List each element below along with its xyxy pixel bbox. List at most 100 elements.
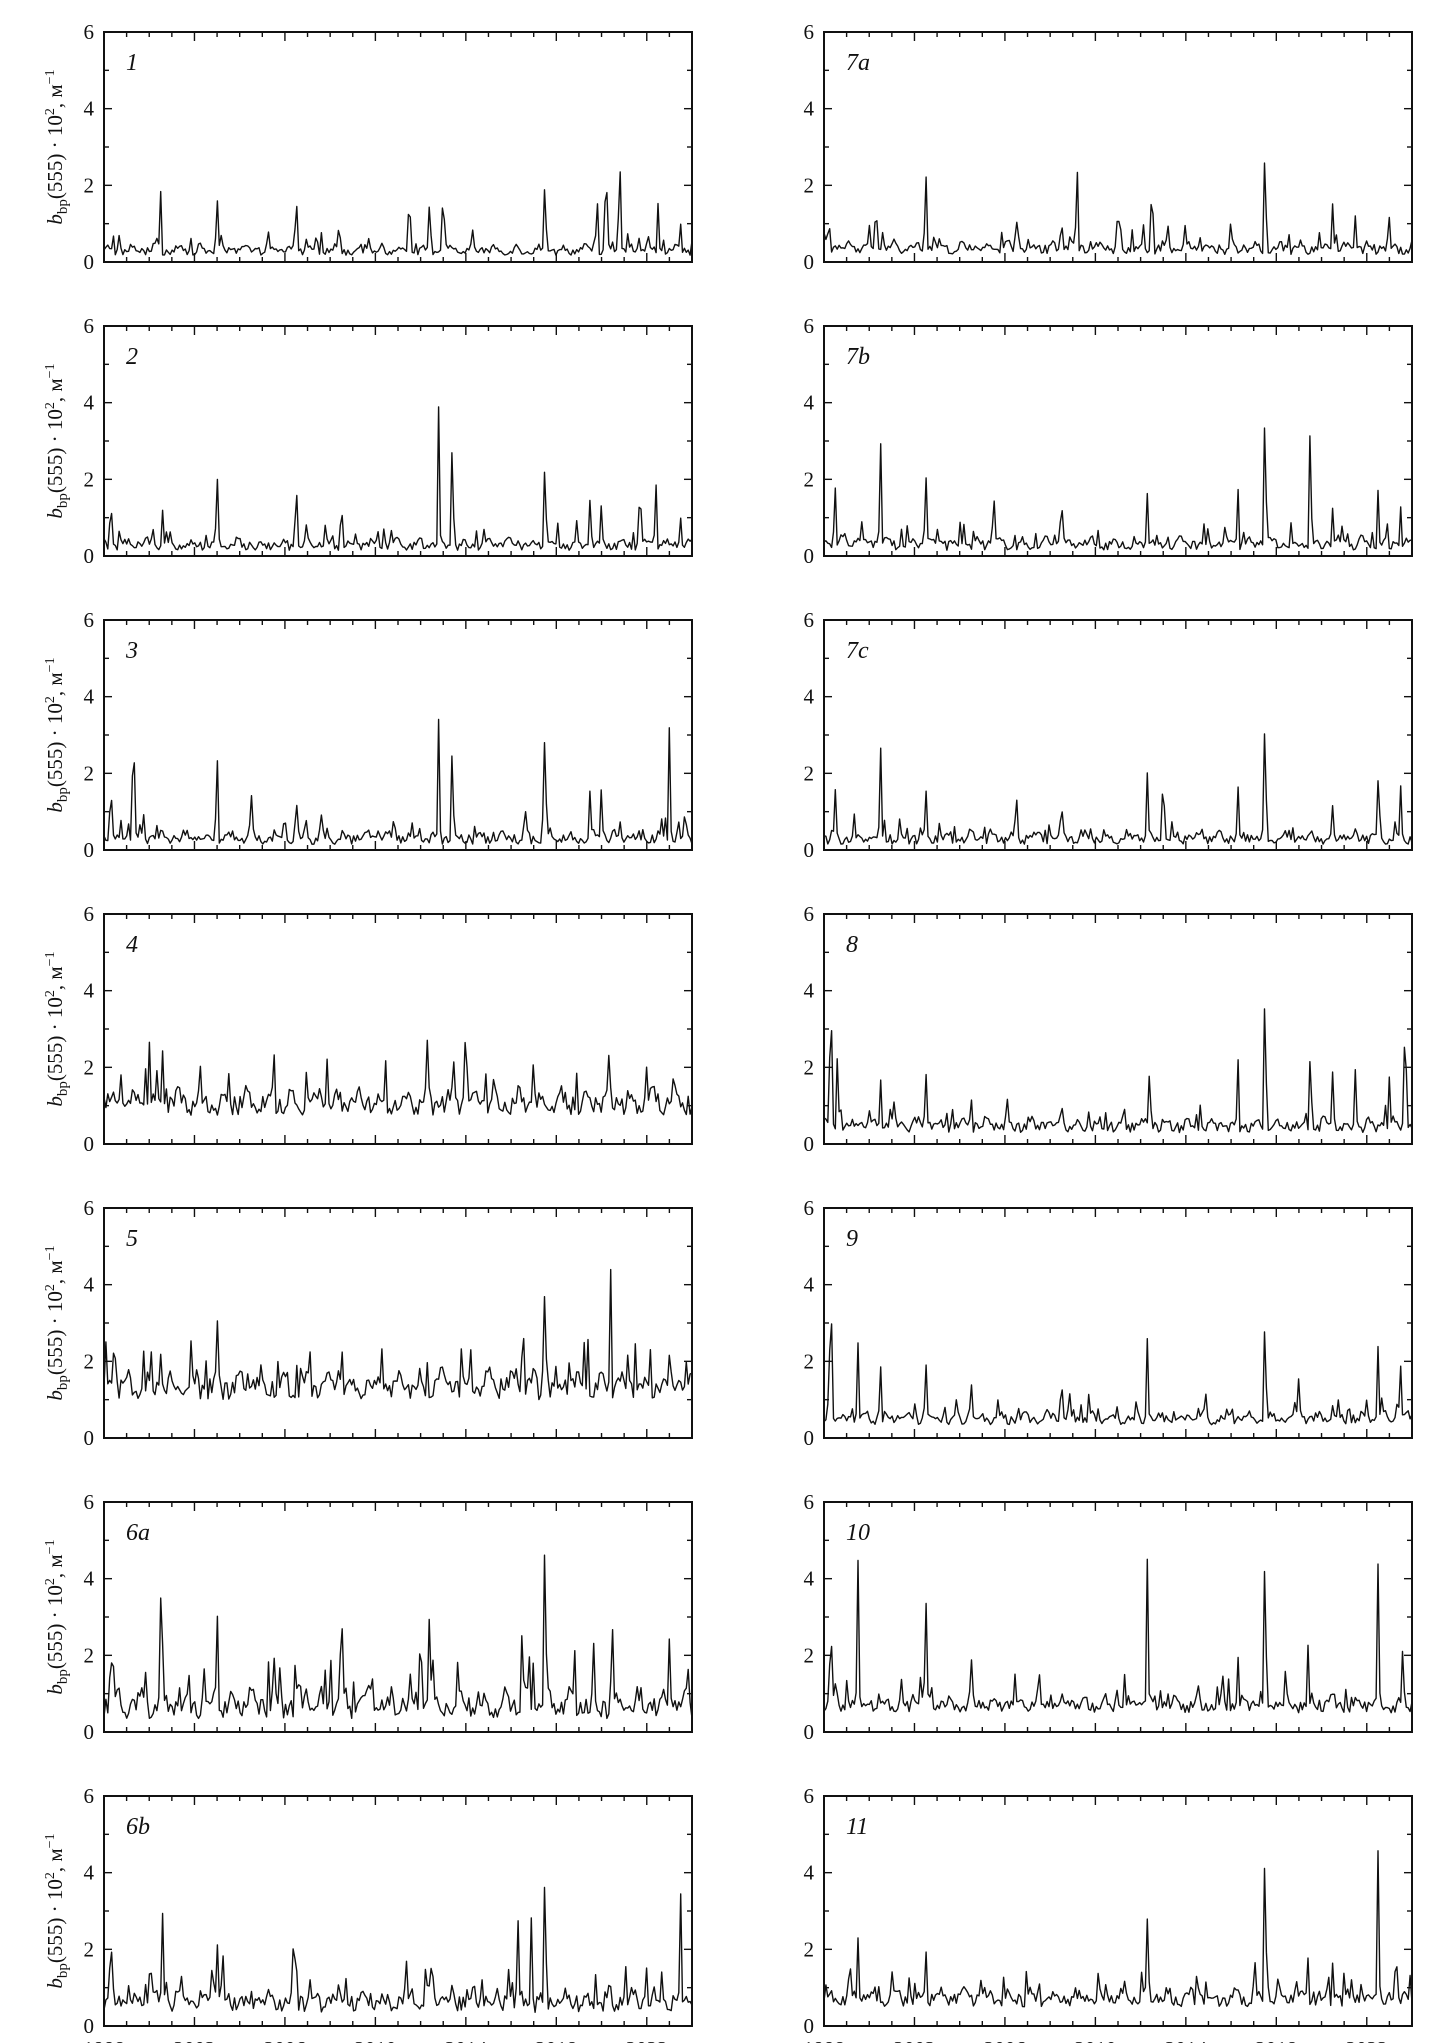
y-axis-label-unit: , м (43, 672, 67, 696)
y-axis-label-superscript: 2 (43, 696, 58, 703)
y-tick-label: 0 (804, 1426, 815, 1450)
plot-frame (823, 1795, 1413, 2027)
y-tick-label: 0 (84, 544, 95, 568)
y-axis-label-unit-superscript: −1 (43, 1833, 58, 1848)
series-line (103, 1039, 693, 1116)
y-tick-label: 2 (84, 1349, 95, 1373)
y-tick-label: 6 (84, 20, 95, 44)
y-axis-label-symbol: b (43, 1684, 67, 1695)
y-axis-label-superscript: 2 (43, 1284, 58, 1291)
series-line (823, 1850, 1413, 2008)
x-tick-label: 2022 (1346, 2037, 1388, 2043)
y-tick-label: 6 (804, 314, 815, 338)
panel-label: 3 (125, 638, 138, 664)
y-tick-label: 2 (804, 467, 815, 491)
panel-label: 4 (126, 932, 138, 958)
y-tick-label: 0 (84, 2014, 95, 2038)
series-line (103, 1886, 693, 2013)
x-tick-label: 2010 (354, 2037, 396, 2043)
y-axis-label-main: (555) · 10 (43, 1879, 67, 1963)
y-tick-label: 4 (804, 1861, 815, 1885)
x-tick-label: 2002 (173, 2037, 215, 2043)
y-axis-label-unit-superscript: −1 (43, 363, 58, 378)
y-axis-label-main: (555) · 10 (43, 115, 67, 199)
x-tick-label: 2014 (445, 2037, 488, 2043)
y-axis-label-unit: , м (43, 378, 67, 402)
y-axis-label: bbp(555) · 102, м−1 (43, 657, 71, 812)
y-tick-label: 2 (84, 1055, 95, 1079)
y-tick-label: 2 (84, 1937, 95, 1961)
y-axis-label-unit: , м (43, 966, 67, 990)
y-axis-label: bbp(555) · 102, м−1 (43, 1833, 71, 1988)
y-tick-label: 4 (84, 97, 95, 121)
y-axis-label-superscript: 2 (43, 990, 58, 997)
y-axis-label-unit-superscript: −1 (43, 951, 58, 966)
y-axis-label-subscript: bp (55, 1669, 71, 1684)
x-tick-label: 2018 (1255, 2037, 1297, 2043)
panel-label: 11 (846, 1814, 868, 1840)
y-tick-label: 4 (84, 1567, 95, 1591)
y-axis-label-superscript: 2 (43, 402, 58, 409)
y-tick-label: 0 (84, 838, 95, 862)
y-tick-label: 0 (804, 544, 815, 568)
y-tick-label: 2 (84, 467, 95, 491)
y-tick-label: 4 (804, 979, 815, 1003)
series-line (823, 427, 1413, 551)
plot-frame (823, 1207, 1413, 1439)
y-tick-label: 4 (84, 685, 95, 709)
y-tick-label: 2 (804, 761, 815, 785)
x-tick-label: 2006 (264, 2037, 306, 2043)
plot-frame (103, 325, 693, 557)
y-axis-label-subscript: bp (55, 1963, 71, 1978)
panel-10: 0 2 4 6 10 (804, 1490, 1413, 1744)
x-tick-label: 2002 (893, 2037, 935, 2043)
series-line (823, 1008, 1413, 1134)
y-axis-label-subscript: bp (55, 1375, 71, 1390)
y-axis-label: bbp(555) · 102, м−1 (43, 69, 71, 224)
y-axis-label-symbol: b (43, 214, 67, 225)
panel-label: 1 (126, 50, 138, 76)
y-axis-label: bbp(555) · 102, м−1 (43, 363, 71, 518)
y-tick-label: 6 (84, 1490, 95, 1514)
y-tick-label: 6 (84, 1784, 95, 1808)
y-tick-label: 0 (84, 1426, 95, 1450)
y-tick-label: 0 (804, 1720, 815, 1744)
y-tick-label: 0 (804, 838, 815, 862)
series-line (823, 733, 1413, 845)
y-tick-label: 4 (804, 391, 815, 415)
panel-9: 0 2 4 6 9 (804, 1196, 1413, 1450)
y-tick-label: 6 (804, 902, 815, 926)
y-tick-label: 2 (804, 1937, 815, 1961)
y-axis-label-superscript: 2 (43, 1578, 58, 1585)
panel-label: 8 (846, 932, 858, 958)
series-line (103, 1268, 693, 1401)
x-tick-label: 2014 (1165, 2037, 1208, 2043)
y-axis-label-subscript: bp (55, 493, 71, 508)
panel-7b: 0 2 4 6 7b (804, 314, 1413, 568)
y-axis-label-superscript: 2 (43, 108, 58, 115)
panel-11: 0 2 4 6 1998 2002 2006 2010 2014 2018 2022 11 (803, 1784, 1413, 2043)
y-tick-label: 2 (84, 761, 95, 785)
series-line (823, 162, 1413, 255)
plot-frame (823, 31, 1413, 263)
y-axis-label-main: (555) · 10 (43, 1585, 67, 1669)
y-axis-label-symbol: b (43, 1978, 67, 1989)
series-line (823, 1323, 1413, 1426)
series-line (103, 718, 693, 845)
y-tick-label: 6 (804, 1490, 815, 1514)
y-tick-label: 6 (84, 902, 95, 926)
y-tick-label: 4 (84, 979, 95, 1003)
y-tick-label: 0 (84, 1720, 95, 1744)
panel-label: 7a (846, 50, 870, 76)
series-line (103, 406, 693, 551)
y-tick-label: 0 (84, 1132, 95, 1156)
series-line (103, 1554, 693, 1720)
y-tick-label: 2 (804, 173, 815, 197)
y-tick-label: 4 (804, 685, 815, 709)
x-tick-label: 1998 (83, 2037, 125, 2043)
y-tick-label: 2 (84, 173, 95, 197)
